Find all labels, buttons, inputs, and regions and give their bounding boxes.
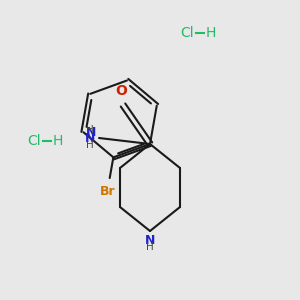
Text: H: H xyxy=(86,125,94,136)
Text: Cl: Cl xyxy=(27,134,40,148)
Text: N: N xyxy=(85,131,95,145)
Text: N: N xyxy=(86,126,96,139)
Text: H: H xyxy=(86,140,94,151)
Text: O: O xyxy=(116,85,128,98)
Text: H: H xyxy=(53,134,64,148)
Text: Br: Br xyxy=(100,185,115,198)
Text: H: H xyxy=(206,26,217,40)
Text: Cl: Cl xyxy=(180,26,194,40)
Text: N: N xyxy=(145,233,155,247)
Text: H: H xyxy=(146,242,154,253)
